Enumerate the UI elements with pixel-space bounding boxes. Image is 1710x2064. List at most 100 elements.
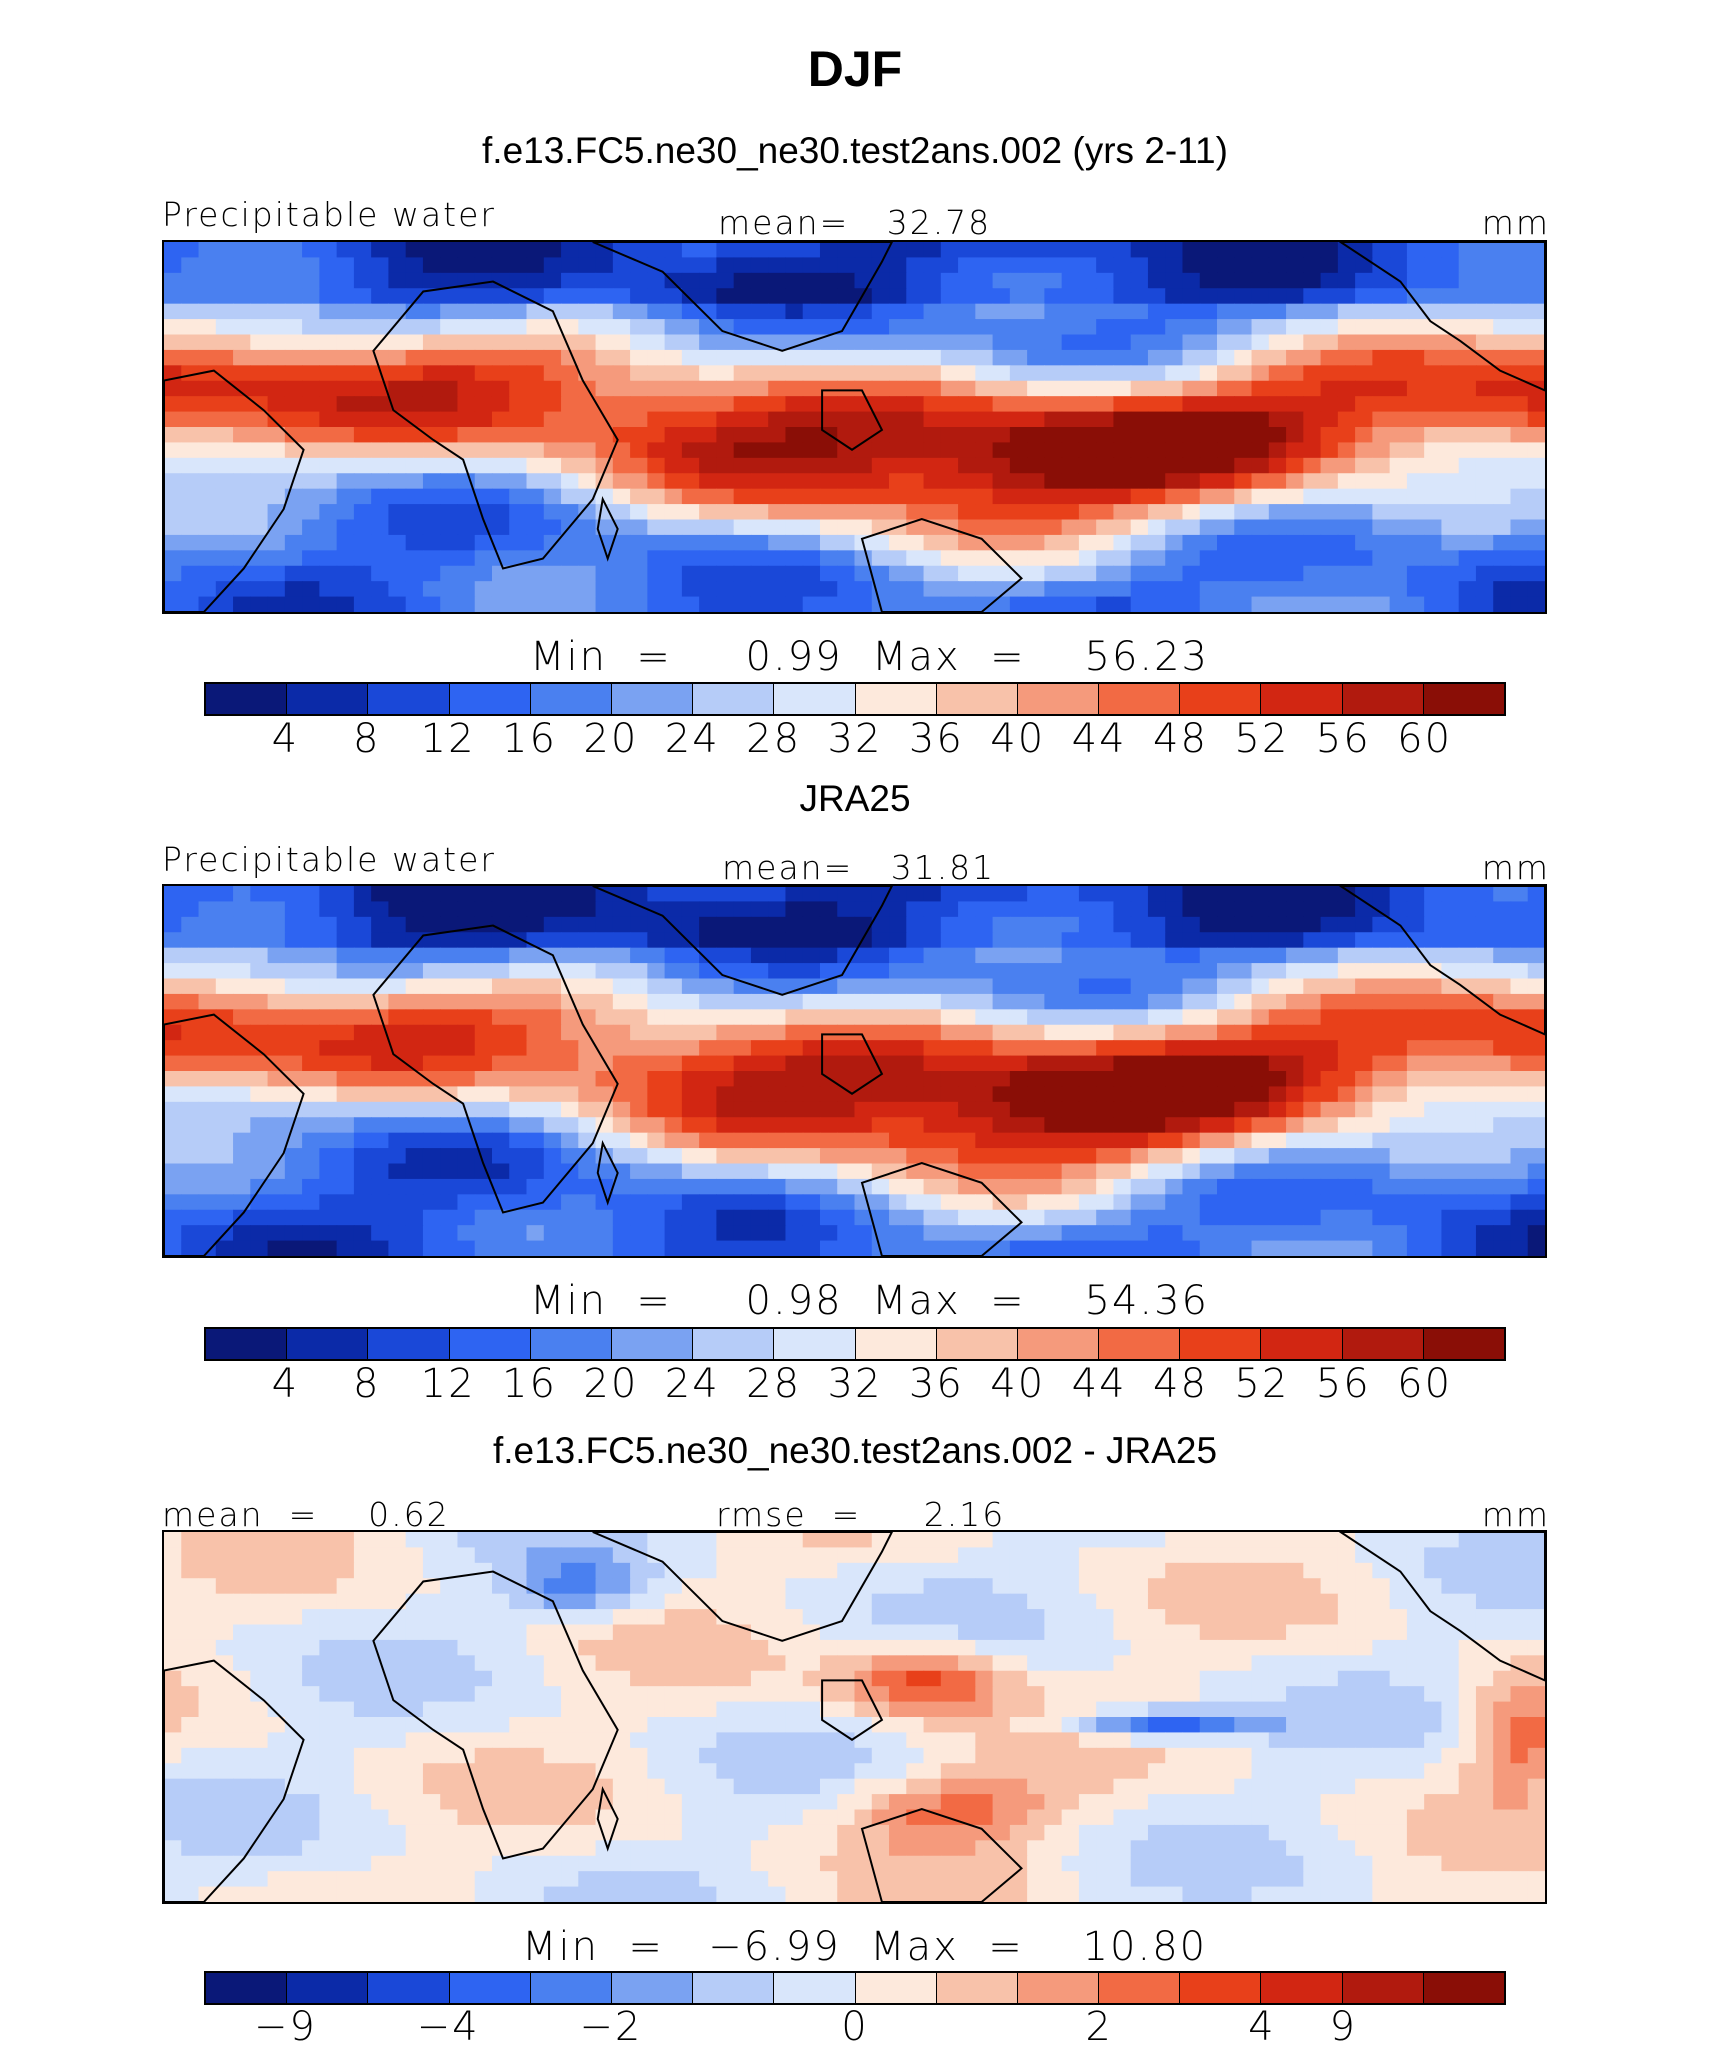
field-cell	[1078, 1225, 1097, 1242]
field-cell	[250, 1670, 269, 1687]
field-cell	[889, 963, 907, 980]
field-cell	[1130, 1009, 1149, 1026]
field-cell	[889, 1148, 907, 1165]
field-cell	[1113, 1055, 1132, 1072]
field-cell	[233, 519, 251, 536]
field-cell	[198, 427, 217, 444]
field-cell	[543, 1009, 562, 1026]
field-cell	[802, 288, 821, 305]
field-cell	[595, 442, 614, 459]
field-cell	[1320, 411, 1339, 428]
field-cell	[837, 1624, 856, 1641]
field-cell	[1389, 427, 1408, 444]
field-cell	[440, 1717, 459, 1734]
field-cell	[802, 380, 821, 397]
field-cell	[1251, 1040, 1270, 1057]
field-cell	[1130, 963, 1149, 980]
field-cell	[233, 242, 251, 259]
field-cell	[1406, 1624, 1425, 1641]
field-cell	[164, 319, 182, 336]
field-cell	[1165, 427, 1184, 444]
field-cell	[250, 886, 269, 903]
field-cell	[681, 886, 700, 903]
field-cell	[1441, 504, 1460, 521]
field-cell	[1268, 916, 1287, 933]
field-cell	[1061, 473, 1080, 490]
field-cell	[1337, 380, 1356, 397]
field-cell	[1510, 473, 1529, 490]
field-cell	[1147, 1655, 1166, 1672]
field-cell	[1337, 534, 1356, 551]
field-cell	[509, 303, 528, 320]
field-cell	[1441, 932, 1460, 949]
field-cell	[750, 916, 769, 933]
field-cell	[768, 947, 787, 964]
field-cell	[647, 978, 666, 995]
field-cell	[785, 1101, 804, 1118]
field-cell	[595, 1701, 614, 1718]
field-cell	[975, 1578, 994, 1595]
field-cell	[1406, 457, 1425, 474]
field-cell	[819, 319, 838, 336]
field-cell	[1096, 1086, 1115, 1103]
field-cell	[958, 1009, 976, 1026]
field-cell	[716, 932, 735, 949]
field-cell	[1441, 1562, 1460, 1579]
field-cell	[1234, 534, 1253, 551]
field-cell	[768, 504, 787, 521]
field-cell	[595, 1686, 614, 1703]
field-cell	[353, 901, 372, 918]
field-cell	[1268, 1024, 1287, 1041]
panel-2-mean-label: mean= 31.81	[722, 848, 996, 887]
field-cell	[768, 519, 787, 536]
field-cell	[405, 901, 424, 918]
field-cell	[1303, 550, 1322, 567]
field-cell	[250, 963, 269, 980]
field-cell	[1078, 411, 1097, 428]
field-cell	[457, 1624, 476, 1641]
field-cell	[1389, 1686, 1408, 1703]
field-cell	[819, 473, 838, 490]
field-cell	[440, 1117, 459, 1134]
field-cell	[819, 504, 838, 521]
field-cell	[716, 1578, 735, 1595]
field-cell	[509, 1225, 528, 1242]
field-cell	[871, 319, 890, 336]
field-cell	[1441, 1009, 1460, 1026]
field-cell	[1424, 963, 1443, 980]
field-cell	[699, 932, 717, 949]
field-cell	[1286, 1148, 1304, 1165]
field-cell	[1303, 1040, 1322, 1057]
field-cell	[1527, 947, 1545, 964]
field-cell	[578, 365, 597, 382]
field-cell	[405, 1071, 424, 1088]
field-cell	[526, 1225, 545, 1242]
field-cell	[716, 1532, 735, 1549]
field-cell	[1165, 565, 1184, 582]
field-cell	[768, 1717, 787, 1734]
field-cell	[819, 1178, 838, 1195]
field-cell	[1337, 1670, 1356, 1687]
field-cell	[819, 1163, 838, 1180]
field-cell	[1303, 1701, 1322, 1718]
field-cell	[1389, 1086, 1408, 1103]
field-cell	[440, 519, 459, 536]
field-cell	[1475, 932, 1494, 949]
field-cell	[1182, 901, 1201, 918]
field-cell	[1078, 1101, 1097, 1118]
field-cell	[871, 1086, 890, 1103]
field-cell	[681, 349, 700, 366]
field-cell	[1027, 488, 1045, 505]
field-cell	[233, 1178, 251, 1195]
field-cell	[958, 1670, 976, 1687]
field-cell	[1147, 380, 1166, 397]
field-cell	[422, 1040, 441, 1057]
field-cell	[491, 1009, 510, 1026]
field-cell	[267, 1670, 286, 1687]
field-cell	[267, 1593, 286, 1610]
field-cell	[474, 978, 493, 995]
field-cell	[336, 1117, 355, 1134]
field-cell	[1372, 1717, 1391, 1734]
field-cell	[1147, 504, 1166, 521]
field-cell	[509, 519, 528, 536]
